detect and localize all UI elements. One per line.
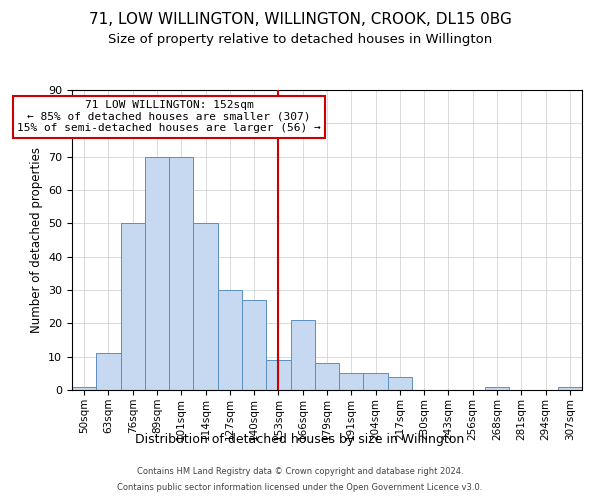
- Bar: [96, 354, 121, 390]
- Bar: [72, 386, 96, 390]
- Bar: [290, 320, 315, 390]
- Y-axis label: Number of detached properties: Number of detached properties: [29, 147, 43, 333]
- Bar: [315, 364, 339, 390]
- Bar: [485, 386, 509, 390]
- Text: Contains public sector information licensed under the Open Government Licence v3: Contains public sector information licen…: [118, 484, 482, 492]
- Bar: [388, 376, 412, 390]
- Bar: [242, 300, 266, 390]
- Text: 71, LOW WILLINGTON, WILLINGTON, CROOK, DL15 0BG: 71, LOW WILLINGTON, WILLINGTON, CROOK, D…: [89, 12, 511, 28]
- Bar: [169, 156, 193, 390]
- Bar: [364, 374, 388, 390]
- Bar: [218, 290, 242, 390]
- Bar: [266, 360, 290, 390]
- Text: Distribution of detached houses by size in Willington: Distribution of detached houses by size …: [136, 432, 464, 446]
- Text: Contains HM Land Registry data © Crown copyright and database right 2024.: Contains HM Land Registry data © Crown c…: [137, 467, 463, 476]
- Bar: [558, 386, 582, 390]
- Text: 71 LOW WILLINGTON: 152sqm
← 85% of detached houses are smaller (307)
15% of semi: 71 LOW WILLINGTON: 152sqm ← 85% of detac…: [17, 100, 321, 133]
- Bar: [193, 224, 218, 390]
- Text: Size of property relative to detached houses in Willington: Size of property relative to detached ho…: [108, 32, 492, 46]
- Bar: [121, 224, 145, 390]
- Bar: [145, 156, 169, 390]
- Bar: [339, 374, 364, 390]
